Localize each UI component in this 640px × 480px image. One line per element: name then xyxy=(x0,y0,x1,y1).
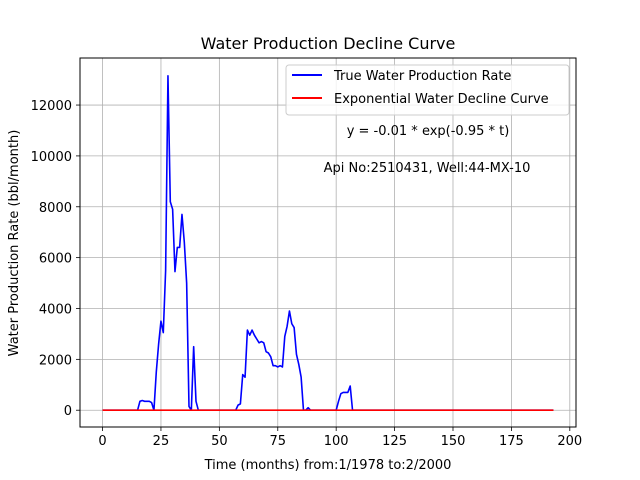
y-tick-label: 6000 xyxy=(39,252,72,267)
x-axis-ticks: 0 25 50 75 100 125 150 175 200 xyxy=(98,427,582,449)
y-tick-label: 10000 xyxy=(31,150,72,165)
legend-label-decline-curve: Exponential Water Decline Curve xyxy=(334,92,549,107)
x-tick-label: 150 xyxy=(441,434,466,449)
legend-box xyxy=(285,64,570,116)
well-annotation: Api No:2510431, Well:44-MX-10 xyxy=(324,161,531,176)
legend: True Water Production Rate Exponential W… xyxy=(285,64,570,116)
x-tick-label: 0 xyxy=(98,434,106,449)
x-tick-label: 25 xyxy=(153,434,170,449)
y-axis-ticks: 0 2000 4000 6000 8000 10000 12000 xyxy=(31,99,80,419)
x-tick-label: 200 xyxy=(557,434,582,449)
x-tick-label: 125 xyxy=(382,434,407,449)
plot-area xyxy=(80,58,576,427)
x-tick-label: 175 xyxy=(499,434,524,449)
y-tick-label: 12000 xyxy=(31,99,72,114)
x-tick-label: 75 xyxy=(269,434,286,449)
y-tick-label: 8000 xyxy=(39,201,72,216)
y-tick-label: 0 xyxy=(64,404,72,419)
chart-title: Water Production Decline Curve xyxy=(201,34,456,53)
legend-label-true-rate: True Water Production Rate xyxy=(333,69,511,84)
plot-frame xyxy=(79,57,577,428)
x-tick-label: 100 xyxy=(324,434,349,449)
y-tick-label: 2000 xyxy=(39,353,72,368)
x-tick-label: 50 xyxy=(211,434,228,449)
y-axis-label: Water Production Rate (bbl/month) xyxy=(7,130,22,357)
y-tick-label: 4000 xyxy=(39,302,72,317)
x-axis-label: Time (months) from:1/1978 to:2/2000 xyxy=(204,458,452,473)
series-layer xyxy=(102,75,554,412)
equation-annotation: y = -0.01 * exp(-0.95 * t) xyxy=(347,124,510,139)
